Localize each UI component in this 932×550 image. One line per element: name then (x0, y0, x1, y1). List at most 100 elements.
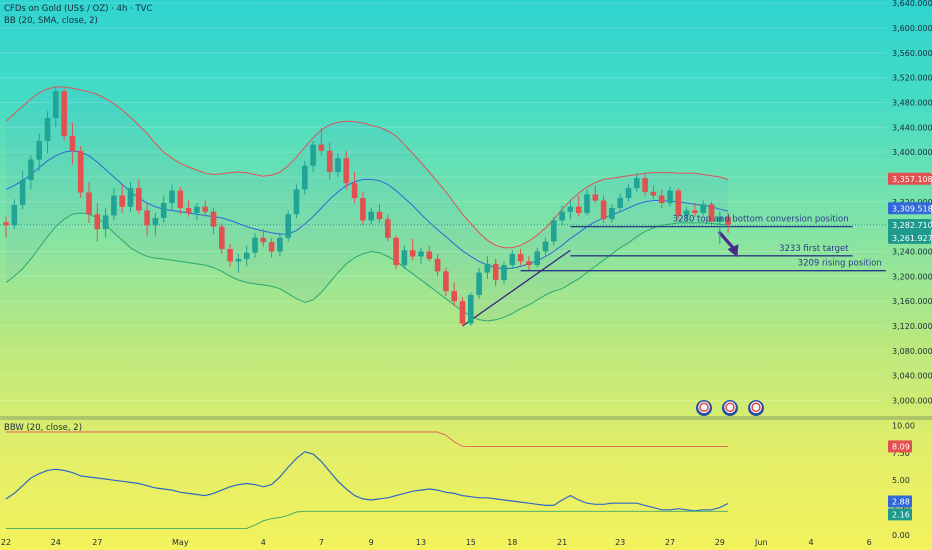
level-label: 3280 top and bottom conversion position (673, 215, 849, 225)
candle (675, 188, 682, 220)
candle-body (584, 194, 590, 213)
candle (717, 211, 723, 245)
bbw-lowest-line (6, 510, 729, 529)
candle (492, 258, 499, 287)
price-label-bg (888, 231, 931, 244)
candle-body (700, 204, 706, 213)
price-tick-label: 3,640.000 (892, 0, 932, 8)
candle (434, 253, 441, 277)
candle (335, 153, 341, 177)
candle (3, 216, 9, 238)
time-tick-label: 23 (615, 538, 625, 547)
candle-body (36, 140, 42, 160)
bbw-indicator-label[interactable]: BBW (20, close, 2) (4, 423, 83, 433)
pane-separator[interactable] (0, 416, 932, 420)
candle-body (534, 251, 540, 266)
bbw-value-label: 8.09 (892, 442, 910, 451)
chart-title: CFDs on Gold (US$ / OZ) · 4h · TVC (4, 4, 153, 14)
price-tick-label: 3,240.000 (892, 247, 932, 256)
candle-body (69, 135, 76, 151)
candle (426, 245, 433, 262)
price-label-bg (888, 172, 931, 185)
time-tick-label: 9 (369, 538, 374, 547)
candle-body (243, 252, 250, 259)
candle (28, 155, 34, 190)
candle-body (177, 190, 184, 208)
candle-body (285, 214, 291, 238)
bbw-value-label: 2.16 (892, 510, 910, 519)
candle (277, 232, 283, 257)
bollinger-bands (5, 86, 729, 322)
time-tick-label: May (172, 538, 189, 547)
bbw-pane[interactable]: 0.00 2.50 5.00 7.50 10.00 8.09 2.88 2.16 (5, 421, 915, 540)
candle (252, 232, 258, 258)
candle (559, 205, 565, 226)
candle (302, 160, 308, 195)
candle-body (675, 190, 682, 216)
time-axis[interactable]: 22 24 27 May 4 7 9 13 15 18 21 23 27 29 Jun 4 6 (1, 538, 872, 547)
price-label: 3,282.710 (892, 221, 932, 230)
bbw-tick-label: 5.00 (892, 476, 910, 485)
time-tick-label: 13 (416, 538, 426, 547)
down-arrow[interactable] (718, 231, 739, 258)
candle-body (468, 294, 474, 324)
price-tick-label: 3,160.000 (892, 297, 932, 306)
time-tick-label: 21 (557, 538, 567, 547)
bb-indicator-label[interactable]: BB (20, SMA, close, 2) (4, 16, 98, 26)
candle-body (28, 159, 34, 181)
candle (617, 193, 623, 212)
candle (551, 216, 557, 246)
candle (86, 181, 92, 223)
price-axis[interactable]: 3,000.000 3,040.000 3,080.000 3,120.000 3,16… (888, 0, 932, 405)
candle-body (277, 237, 283, 252)
time-tick-label: 4 (261, 538, 266, 547)
candle-body (310, 144, 316, 166)
candle (642, 174, 648, 196)
candle-body (509, 253, 516, 266)
candle-body (592, 194, 599, 201)
candle-body (19, 180, 26, 205)
candle-body (11, 204, 18, 226)
price-pane[interactable]: 3280 top and bottom conversion position 3… (0, 0, 932, 405)
candle-body (542, 241, 549, 252)
candle (11, 199, 18, 230)
candle-body (501, 265, 507, 281)
trend-line[interactable] (462, 249, 571, 327)
candle (409, 239, 416, 261)
candle (152, 212, 159, 236)
candle (658, 189, 665, 208)
candle-body (600, 200, 607, 220)
candle (600, 195, 607, 223)
bbw-axis[interactable]: 0.00 2.50 5.00 7.50 10.00 8.09 2.88 2.16 (888, 421, 915, 540)
bb-fill (6, 86, 729, 322)
candle-body (426, 251, 433, 259)
price-label-bg (888, 202, 931, 215)
candle-body (634, 178, 640, 189)
bbw-value-label: 2.88 (892, 497, 910, 506)
candle (227, 244, 233, 267)
candle-body (443, 271, 449, 292)
candle (169, 184, 175, 211)
candle-body (658, 195, 665, 204)
candle-body (127, 188, 134, 207)
economic-event-icon[interactable] (722, 400, 738, 416)
candle-body (160, 203, 167, 218)
candle (94, 203, 101, 242)
bbw-value-label-bg (888, 508, 912, 521)
annotation-lines[interactable] (462, 225, 886, 327)
candle (77, 145, 84, 199)
candle (609, 204, 615, 223)
economic-event-icon[interactable] (696, 400, 712, 416)
candle (69, 122, 76, 165)
candle-body (517, 253, 524, 262)
candle (194, 203, 200, 221)
candle-body (343, 158, 350, 184)
bbw-line (5, 451, 729, 512)
candle-body (368, 211, 374, 221)
bbw-lines (5, 431, 729, 529)
candle-body (268, 242, 275, 252)
arrow-head (727, 244, 739, 258)
economic-event-icon[interactable] (748, 400, 764, 416)
candle (202, 200, 208, 217)
